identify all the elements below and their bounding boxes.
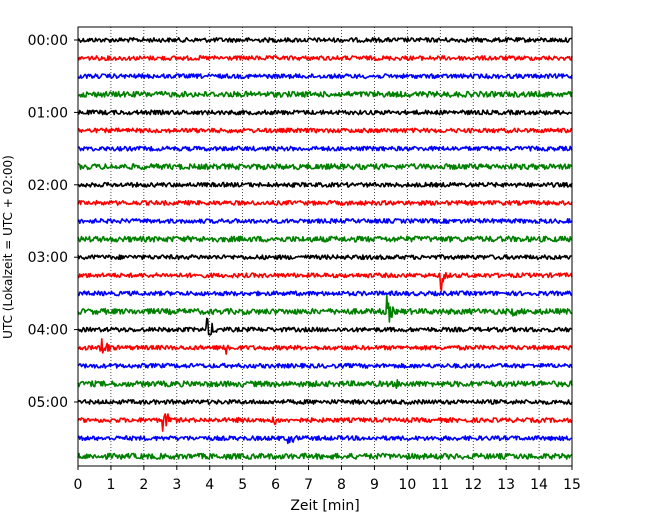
- x-tick-label: 3: [172, 477, 181, 493]
- seismic-trace: [77, 294, 573, 323]
- y-tick-label: 00:00: [28, 33, 68, 49]
- seismic-traces: [77, 37, 573, 460]
- x-tick-label: 2: [139, 477, 148, 493]
- vertical-grid: [110, 27, 540, 466]
- seismic-trace: [77, 235, 573, 243]
- seismic-trace: [77, 362, 573, 369]
- seismic-trace: [77, 271, 573, 292]
- seismic-trace: [77, 199, 573, 206]
- seismic-trace: [77, 452, 573, 460]
- y-tick-label: 02:00: [28, 178, 68, 194]
- seismic-trace: [77, 290, 573, 297]
- seismic-trace: [77, 55, 573, 62]
- seismic-trace: [77, 73, 573, 80]
- seismic-trace: [77, 399, 573, 405]
- x-tick-label: 4: [205, 477, 214, 493]
- x-tick-label: 9: [370, 477, 379, 493]
- x-axis-label: Zeit [min]: [290, 498, 359, 514]
- seismic-trace: [77, 379, 573, 389]
- y-tick-label: 03:00: [28, 250, 68, 266]
- seismic-trace: [77, 37, 573, 43]
- x-axis-ticks: 0 1 2 3 4 5 6 7 8 9 10 11 12 13 14 15: [74, 466, 581, 493]
- seismic-trace: [77, 413, 573, 432]
- x-tick-label: 10: [398, 477, 416, 493]
- x-tick-label: 6: [271, 477, 280, 493]
- y-tick-label: 04:00: [28, 323, 68, 339]
- x-tick-label: 0: [74, 477, 83, 493]
- seismic-trace: [77, 254, 572, 261]
- seismic-trace: [77, 435, 573, 445]
- y-axis-label: UTC (Lokalzeit = UTC + 02:00): [1, 155, 15, 339]
- x-tick-label: 14: [530, 477, 548, 493]
- y-tick-label: 01:00: [28, 105, 68, 121]
- x-tick-label: 11: [431, 477, 449, 493]
- y-axis-ticks: 00:00 01:00 02:00 03:00 04:00 05:00: [28, 33, 78, 411]
- x-tick-label: 12: [464, 477, 482, 493]
- plot-frame: [77, 26, 573, 467]
- x-tick-label: 7: [304, 477, 313, 493]
- seismic-trace: [78, 145, 573, 152]
- seismic-trace: [77, 338, 573, 355]
- seismic-trace: [77, 317, 573, 336]
- y-tick-label: 05:00: [28, 395, 68, 411]
- seismic-trace: [78, 218, 573, 224]
- x-tick-label: 8: [337, 477, 346, 493]
- x-tick-label: 13: [497, 477, 515, 493]
- x-tick-label: 1: [106, 477, 115, 493]
- x-tick-label: 5: [238, 477, 247, 493]
- x-tick-label: 15: [563, 477, 581, 493]
- seismic-trace: [77, 109, 573, 116]
- seismic-trace: [77, 90, 573, 98]
- seismic-trace: [77, 127, 573, 134]
- seismic-trace: [77, 181, 573, 188]
- seismic-trace: [78, 163, 573, 171]
